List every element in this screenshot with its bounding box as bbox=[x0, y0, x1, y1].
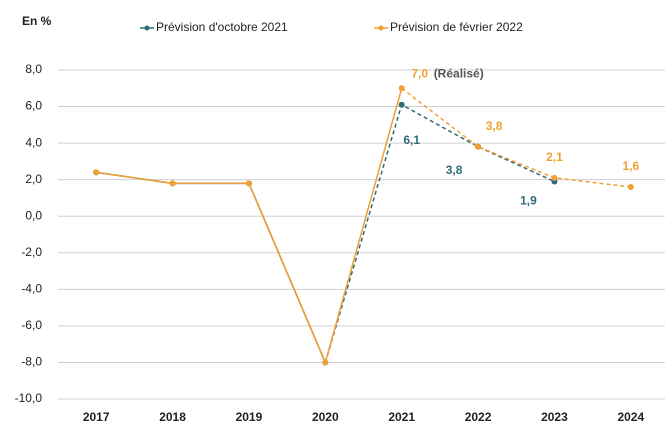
data-label: 7,0 bbox=[411, 66, 428, 80]
data-label: 3,8 bbox=[486, 119, 503, 133]
legend-marker bbox=[144, 25, 150, 31]
point bbox=[398, 101, 405, 108]
point bbox=[551, 174, 558, 181]
annotation: (Réalisé) bbox=[434, 66, 484, 80]
y-tick-label: -8,0 bbox=[21, 355, 42, 369]
x-tick-label: 2021 bbox=[388, 410, 415, 424]
y-tick-label: 0,0 bbox=[25, 208, 42, 222]
line-forecast bbox=[324, 103, 555, 363]
data-label: 3,8 bbox=[446, 163, 463, 177]
y-tick-label: -10,0 bbox=[15, 391, 43, 405]
x-tick-label: 2024 bbox=[617, 410, 644, 424]
line-actual bbox=[96, 171, 327, 363]
x-tick-label: 2017 bbox=[83, 410, 110, 424]
y-tick-label: 8,0 bbox=[25, 62, 42, 76]
data-label: 1,6 bbox=[622, 159, 639, 173]
y-tick-label: -4,0 bbox=[21, 282, 42, 296]
line-forecast bbox=[401, 87, 631, 188]
legend-marker bbox=[378, 25, 384, 31]
y-tick-label: -6,0 bbox=[21, 318, 42, 332]
x-tick-label: 2020 bbox=[312, 410, 339, 424]
y-axis-label: En % bbox=[22, 14, 52, 28]
x-tick-label: 2019 bbox=[236, 410, 263, 424]
y-tick-label: 6,0 bbox=[25, 99, 42, 113]
x-tick-label: 2018 bbox=[159, 410, 186, 424]
legend-label: Prévision d'octobre 2021 bbox=[156, 20, 288, 34]
x-tick-label: 2023 bbox=[541, 410, 568, 424]
legend-label: Prévision de février 2022 bbox=[390, 20, 523, 34]
point bbox=[475, 143, 482, 150]
data-label: 6,1 bbox=[403, 133, 420, 147]
point bbox=[398, 85, 405, 92]
data-label: 2,1 bbox=[546, 150, 563, 164]
point bbox=[627, 183, 634, 190]
data-label: 1,9 bbox=[520, 194, 537, 208]
y-tick-label: 2,0 bbox=[25, 172, 42, 186]
point bbox=[322, 359, 329, 366]
y-tick-label: 4,0 bbox=[25, 135, 42, 149]
point bbox=[245, 180, 252, 187]
point bbox=[169, 180, 176, 187]
y-tick-label: -2,0 bbox=[21, 245, 42, 259]
x-tick-label: 2022 bbox=[465, 410, 492, 424]
point bbox=[93, 169, 100, 176]
line-actual bbox=[96, 88, 403, 365]
